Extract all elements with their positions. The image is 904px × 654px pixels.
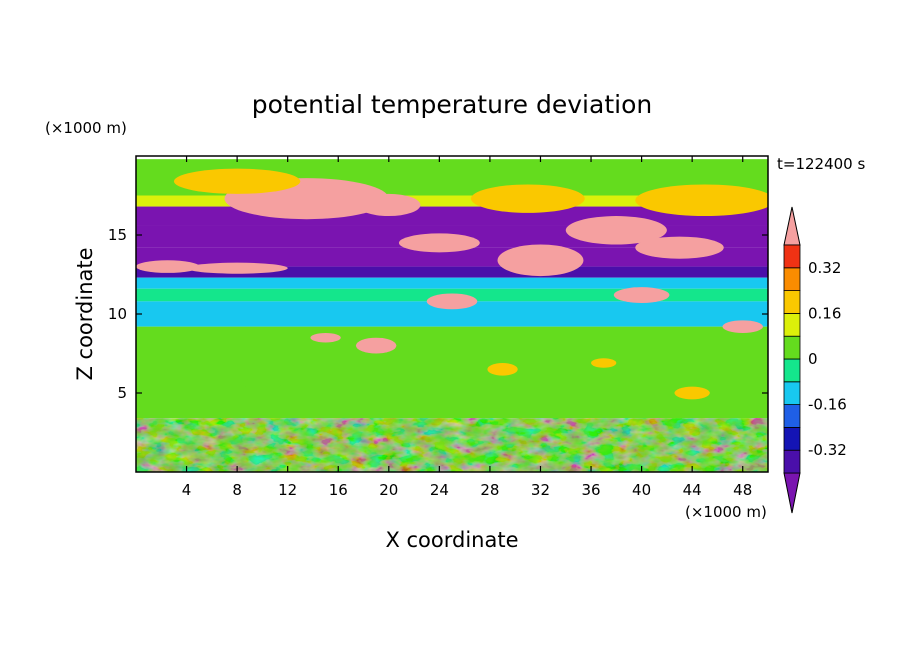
boundary-layer-turbulence: [136, 418, 768, 472]
colorbar-box: [783, 426, 801, 451]
x-tick-label: 16: [329, 481, 348, 499]
feature-13: [722, 320, 763, 333]
feature-1: [357, 193, 421, 217]
blobs-layer: [136, 168, 768, 400]
feature-2: [635, 184, 768, 217]
colorbar-box: [783, 312, 801, 337]
colorbar-max-triangle: [783, 206, 801, 246]
colorbar-box: [783, 404, 801, 428]
x-tick-label: 44: [683, 481, 702, 499]
band-9: [136, 326, 768, 419]
plot-area: [136, 159, 768, 472]
x-tick-label: 48: [733, 481, 752, 499]
colorbar-box: [783, 335, 801, 360]
x-tick-label: 32: [531, 481, 550, 499]
feature-19: [674, 386, 710, 400]
x-tick-label: 12: [278, 481, 297, 499]
x-axis: 4 8 12 16 20 24 28 32 36 40 44 48: [182, 156, 752, 499]
feature-9: [136, 260, 200, 273]
y-tick-label: 10: [108, 305, 127, 323]
feature-6: [398, 233, 480, 253]
feature-14: [355, 337, 397, 354]
colorbar-label: 0: [808, 350, 818, 368]
colorbar-label: -0.16: [808, 396, 847, 414]
colorbar-min-triangle: [783, 472, 801, 514]
colorbar-label: 0.16: [808, 304, 841, 322]
x-tick-label: 20: [379, 481, 398, 499]
colorbar-label: 0.32: [808, 259, 841, 277]
feature-18: [243, 377, 282, 390]
feature-8: [635, 236, 724, 259]
feature-7: [497, 244, 584, 277]
feature-3: [470, 184, 585, 213]
colorbar-box: [783, 449, 801, 474]
x-tick-label: 8: [232, 481, 242, 499]
time-label: t=122400 s: [777, 155, 865, 173]
band-6: [136, 277, 768, 289]
feature-4: [173, 168, 301, 194]
x-tick-label: 36: [581, 481, 600, 499]
x-unit-label: (×1000 m): [685, 503, 767, 521]
x-tick-label: 24: [430, 481, 449, 499]
feature-16: [487, 362, 518, 376]
colorbar-box: [783, 244, 801, 269]
turbulence-texture: [136, 418, 768, 472]
colorbar-box: [783, 267, 801, 291]
x-tick-label: 40: [632, 481, 651, 499]
feature-12: [426, 293, 478, 310]
y-axis: 5 10 15: [108, 226, 768, 402]
colorbar-box: [783, 358, 801, 383]
y-unit-label: (×1000 m): [45, 119, 127, 137]
colorbar: 0.32 0.16 0 -0.16 -0.32: [783, 206, 847, 514]
y-axis-label: Z coordinate: [73, 247, 97, 380]
band-5: [136, 266, 768, 278]
x-tick-label: 4: [182, 481, 192, 499]
colorbar-box: [783, 290, 801, 314]
chart-title: potential temperature deviation: [252, 90, 652, 119]
band-1: [136, 195, 768, 207]
colorbar-label: -0.32: [808, 441, 847, 459]
feature-15: [310, 332, 341, 343]
x-axis-label: X coordinate: [385, 528, 518, 552]
y-tick-label: 5: [117, 384, 127, 402]
feature-11: [613, 287, 670, 303]
feature-10: [186, 262, 288, 274]
band-4: [136, 247, 768, 267]
colorbar-box: [783, 381, 801, 405]
y-tick-label: 15: [108, 226, 127, 244]
feature-17: [591, 358, 617, 368]
x-tick-label: 28: [480, 481, 499, 499]
feature-5: [565, 216, 667, 245]
